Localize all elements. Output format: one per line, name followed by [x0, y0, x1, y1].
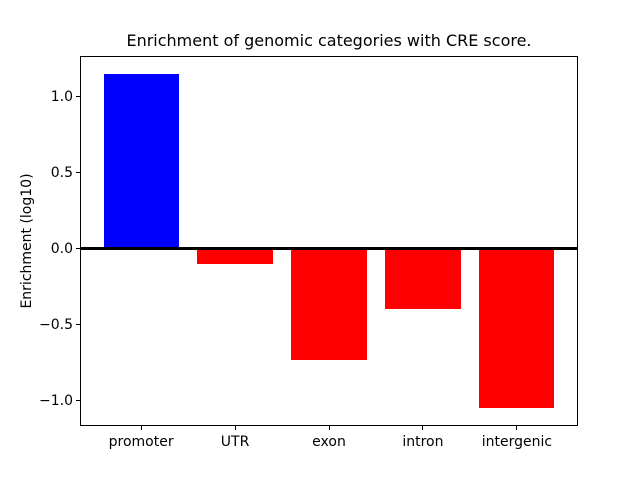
bar-UTR	[197, 248, 273, 264]
chart-title: Enrichment of genomic categories with CR…	[126, 31, 532, 50]
y-tick-mark	[76, 324, 80, 326]
bar-intron	[385, 248, 461, 310]
bar-intergenic	[479, 248, 555, 409]
y-tick-label: 0.5	[50, 164, 73, 181]
zero-line	[81, 247, 577, 250]
bar-exon	[291, 248, 367, 360]
x-tick-mark	[140, 426, 142, 430]
x-tick-mark	[422, 426, 424, 430]
y-tick-mark	[76, 172, 80, 174]
bar-promoter	[103, 73, 179, 249]
y-tick-mark	[76, 400, 80, 402]
y-tick-mark	[76, 248, 80, 250]
y-tick-label: 1.0	[50, 88, 73, 105]
x-tick-mark	[516, 426, 518, 430]
x-tick-label-intron: intron	[402, 434, 444, 450]
y-tick-mark	[76, 96, 80, 98]
x-tick-label-exon: exon	[312, 434, 346, 450]
y-tick-label: 0.0	[50, 240, 73, 257]
x-tick-label-intergenic: intergenic	[481, 434, 553, 450]
x-tick-label-UTR: UTR	[220, 434, 250, 450]
x-tick-label-promoter: promoter	[108, 434, 174, 450]
x-tick-mark	[328, 426, 330, 430]
y-tick-label: −1.0	[39, 392, 73, 409]
x-tick-mark	[234, 426, 236, 430]
y-tick-label: −0.5	[39, 316, 73, 333]
plot-area	[81, 57, 577, 425]
